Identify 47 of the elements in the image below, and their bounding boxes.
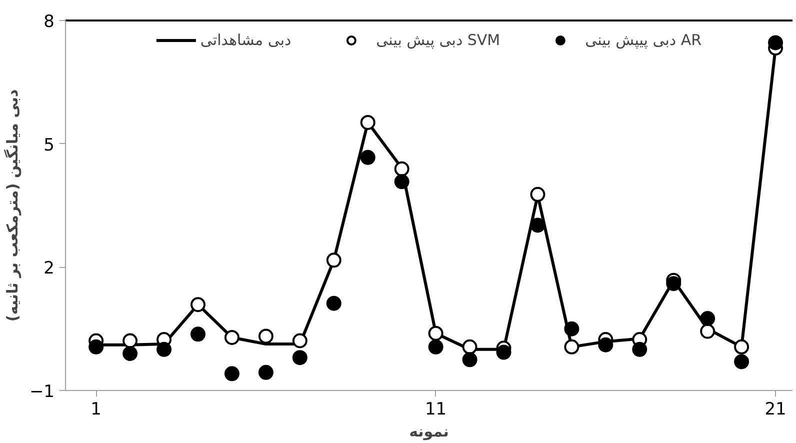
point [292, 350, 308, 366]
point [734, 339, 750, 354]
point [530, 186, 546, 202]
point [564, 339, 580, 354]
point [632, 342, 648, 357]
x-tick-label: 1 [90, 400, 102, 420]
point [360, 114, 376, 130]
point [122, 346, 138, 361]
point [496, 344, 512, 360]
point [190, 297, 206, 312]
point [258, 364, 274, 380]
point [190, 326, 206, 342]
point [394, 174, 410, 190]
point [598, 337, 614, 352]
point [326, 296, 342, 311]
point [768, 35, 784, 50]
point [156, 342, 172, 357]
y-tick-label: −1 [29, 382, 54, 402]
point [700, 311, 716, 326]
point [292, 333, 308, 348]
x-tick-label: 21 [764, 400, 786, 420]
x-tick-label: 11 [424, 400, 447, 420]
legend-label: دبی پیش بینی SVM [376, 31, 500, 49]
point [224, 330, 240, 345]
legend-label: دبی پیپش بینی AR [585, 31, 702, 49]
point [564, 321, 580, 336]
y-tick-label: 5 [44, 135, 55, 156]
point [122, 333, 138, 348]
point [360, 150, 376, 165]
point [428, 326, 444, 341]
x-axis-title: نمونه [409, 422, 449, 440]
y-tick-label: 8 [44, 12, 55, 32]
y-axis-title: دبی میانگین (مترمکعب بر ثانیه) [3, 89, 22, 322]
point [224, 366, 240, 382]
point [462, 352, 478, 368]
y-tick-label: 2 [44, 258, 55, 279]
point [428, 339, 444, 354]
point [258, 328, 274, 344]
point [462, 339, 478, 354]
legend-label: دبی مشاهداتی [200, 31, 292, 49]
point [88, 339, 104, 354]
point [700, 324, 716, 339]
point [734, 354, 750, 370]
point [530, 218, 546, 233]
point [394, 161, 410, 176]
point [326, 252, 342, 268]
point [666, 276, 682, 292]
